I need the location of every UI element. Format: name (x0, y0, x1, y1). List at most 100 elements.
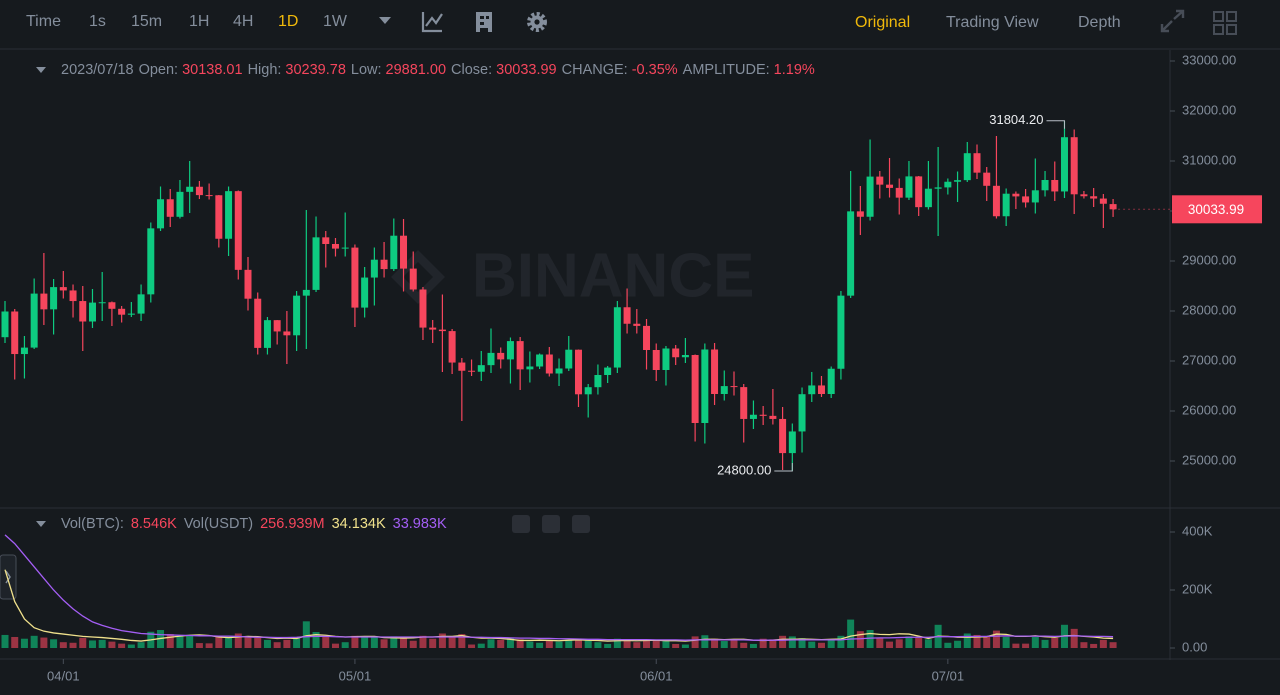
fullscreen-icon[interactable] (1160, 9, 1185, 33)
volume-bar (468, 644, 476, 648)
candle-body (827, 368, 835, 394)
volume-bar (448, 636, 456, 648)
candle-body (409, 268, 417, 290)
volume-bar (118, 643, 126, 648)
candle-body (604, 367, 612, 375)
candle-body (720, 386, 728, 394)
layout-icon[interactable] (476, 12, 492, 32)
volume-bar (613, 638, 621, 648)
volume-bar (205, 643, 213, 648)
candle-body (1041, 180, 1049, 191)
volume-bar (409, 640, 417, 648)
volume-bar (808, 641, 816, 648)
candle-body (643, 325, 651, 350)
interval[interactable]: 15m (131, 13, 162, 30)
view-tab[interactable]: Trading View (946, 14, 1039, 31)
view-tab-active[interactable]: Original (855, 14, 910, 31)
volume-bar (526, 641, 534, 648)
volume-ma-line (4, 534, 1114, 641)
volume-bar (244, 636, 252, 648)
candle-body (20, 347, 28, 355)
candle-body (361, 277, 369, 308)
candle-body (147, 228, 155, 295)
more-dropdown[interactable] (379, 17, 391, 24)
eye-icon[interactable] (512, 515, 530, 533)
volume-bar (390, 636, 398, 648)
gear-hole[interactable] (534, 19, 540, 25)
volume-bar (429, 638, 437, 648)
volume-bar (254, 636, 262, 648)
y-tick-label: 28000.00 (1182, 302, 1236, 317)
indicator-icon[interactable] (421, 12, 443, 33)
candle-body (506, 341, 514, 360)
volume-bar (876, 637, 884, 648)
volume-bar (322, 636, 330, 648)
candle-body (79, 301, 87, 322)
volume-bar (302, 621, 310, 648)
volume-bar (652, 639, 660, 648)
last-price-tag (1172, 195, 1262, 224)
vol-value: 8.546K (131, 516, 177, 532)
y-tick-label: 26000.00 (1182, 402, 1236, 417)
view-tab[interactable]: Depth (1078, 14, 1121, 31)
volume-bar (1090, 643, 1098, 648)
volume-bar (215, 636, 223, 648)
collapse-toggle[interactable] (36, 521, 46, 527)
collapse-toggle[interactable] (36, 67, 46, 73)
volume-bar (681, 644, 689, 648)
settings-icon[interactable] (542, 515, 560, 533)
volume-bar (1022, 643, 1030, 648)
volume-bar (293, 638, 301, 648)
volume-bar (847, 619, 855, 648)
interval[interactable]: 1W (323, 13, 348, 30)
grid-icon[interactable] (1213, 11, 1237, 35)
candle-body (293, 295, 301, 336)
volume-bar (565, 639, 573, 648)
volume-bar (137, 642, 145, 648)
volume-bar (380, 639, 388, 648)
candle-body (11, 311, 19, 355)
annotation-leader (774, 463, 793, 472)
volume-bar (419, 635, 427, 648)
candle-body (1051, 180, 1059, 192)
candle-body (1031, 190, 1039, 203)
gear-teeth[interactable] (527, 12, 547, 32)
volume-bar (50, 639, 58, 648)
candle-body (652, 350, 660, 370)
side-tab-arrow[interactable] (5, 570, 11, 584)
volume-bar (983, 636, 991, 648)
close-icon[interactable] (572, 515, 590, 533)
info-value: 30138.01 (182, 62, 242, 78)
volume-bar (273, 642, 281, 648)
candle-body (817, 385, 825, 394)
candle-body (400, 235, 408, 269)
candle-body (711, 349, 719, 394)
volume-bar (973, 634, 981, 648)
candle-body (40, 293, 48, 310)
candle-body (419, 289, 427, 328)
candle-body (497, 352, 505, 360)
side-tab[interactable] (0, 554, 17, 600)
volume-bar (545, 641, 553, 648)
info-label: Low: (351, 62, 382, 78)
last-price-label: 30033.99 (1188, 202, 1244, 217)
settings-icon[interactable] (527, 12, 547, 32)
volume-bar (497, 639, 505, 648)
candle-body (565, 349, 573, 369)
interval[interactable]: 1H (189, 13, 209, 30)
volume-bar (351, 635, 359, 648)
info-label: High: (248, 62, 282, 78)
interval[interactable]: 4H (233, 13, 253, 30)
candle-body (127, 313, 135, 315)
interval[interactable]: Time (26, 13, 61, 30)
candle-body (370, 259, 378, 278)
interval[interactable]: 1s (89, 13, 106, 30)
volume-bar (827, 639, 835, 648)
candle-body (98, 302, 106, 304)
volume-bar (341, 642, 349, 648)
candle-body (973, 153, 981, 173)
volume-bar (779, 635, 787, 648)
interval-active[interactable]: 1D (278, 13, 298, 30)
volume-bar (963, 633, 971, 648)
